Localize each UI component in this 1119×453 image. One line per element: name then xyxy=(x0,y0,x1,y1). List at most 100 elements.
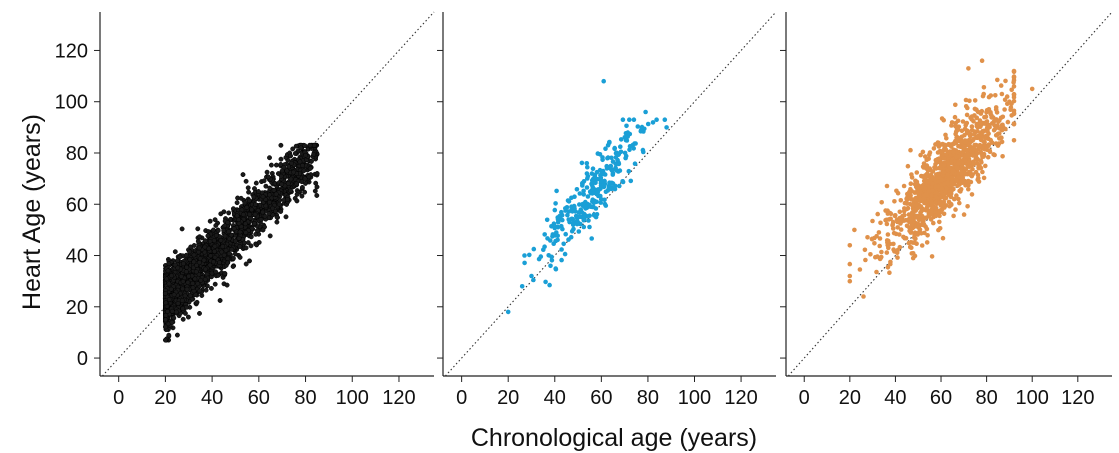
scatter-point xyxy=(592,198,597,204)
scatter-point xyxy=(939,177,945,182)
scatter-point xyxy=(594,190,600,196)
scatter-point xyxy=(919,243,925,248)
scatter-point xyxy=(577,210,583,215)
scatter-point xyxy=(998,83,1004,88)
scatter-point xyxy=(961,212,967,217)
scatter-point xyxy=(981,175,987,181)
y-tick-label: 80 xyxy=(66,143,88,165)
scatter-point xyxy=(983,135,988,141)
scatter-point xyxy=(231,226,237,232)
scatter-point xyxy=(203,287,209,293)
scatter-point xyxy=(953,154,959,160)
scatter-point xyxy=(603,189,609,195)
scatter-point xyxy=(221,227,227,233)
scatter-point xyxy=(604,163,609,169)
scatter-point xyxy=(877,236,883,241)
scatter-point xyxy=(256,239,262,245)
scatter-point xyxy=(955,166,961,171)
scatter-point xyxy=(605,155,611,160)
scatter-point xyxy=(953,120,958,126)
scatter-point xyxy=(196,245,202,251)
scatter-point xyxy=(314,193,320,198)
scatter-point xyxy=(955,183,960,189)
scatter-point xyxy=(261,178,267,184)
scatter-point xyxy=(912,253,918,259)
scatter-point xyxy=(937,209,943,215)
scatter-point xyxy=(197,310,202,316)
scatter-point xyxy=(240,172,246,178)
scatter-point xyxy=(307,142,313,148)
scatter-point xyxy=(977,144,983,150)
scatter-point xyxy=(552,207,558,213)
scatter-point xyxy=(933,213,938,218)
scatter-point xyxy=(202,238,208,244)
scatter-point xyxy=(225,260,231,266)
scatter-point xyxy=(273,162,279,168)
scatter-point xyxy=(215,272,221,278)
scatter-point xyxy=(975,133,981,139)
scatter-point xyxy=(307,165,313,171)
scatter-point xyxy=(194,299,200,305)
scatter-point xyxy=(279,181,285,187)
scatter-point xyxy=(969,192,975,197)
scatter-point xyxy=(242,200,248,206)
scatter-panel-2: 0 20 40 60 80 100 120 xyxy=(437,11,777,409)
scatter-point xyxy=(949,188,954,194)
scatter-point xyxy=(925,233,930,238)
scatter-point xyxy=(879,249,884,255)
scatter-point xyxy=(279,168,285,174)
scatter-point xyxy=(901,183,907,189)
scatter-point xyxy=(972,106,978,112)
y-tick-label: 60 xyxy=(66,194,88,216)
scatter-point xyxy=(978,158,984,163)
x-tick-label: 100 xyxy=(336,387,369,409)
scatter-point xyxy=(579,160,585,166)
scatter-point xyxy=(870,218,875,224)
scatter-point xyxy=(927,152,932,158)
scatter-point xyxy=(251,194,257,200)
scatter-point xyxy=(664,125,669,130)
scatter-point xyxy=(267,233,273,239)
x-tick-label: 120 xyxy=(1061,387,1094,409)
scatter-point xyxy=(847,243,853,248)
scatter-point xyxy=(561,241,566,247)
scatter-point xyxy=(971,132,977,137)
scatter-point xyxy=(197,234,203,240)
scatter-panels: 0 20 40 60 80 100 120 0 20 40 60 80 100 120 0 20 40 60 80 1… xyxy=(55,11,1113,409)
scatter-point xyxy=(981,85,987,90)
scatter-point xyxy=(252,211,258,217)
scatter-point xyxy=(951,213,956,219)
scatter-point xyxy=(876,230,882,235)
scatter-point xyxy=(226,251,232,256)
scatter-point xyxy=(631,117,637,122)
scatter-point xyxy=(587,213,592,218)
scatter-point xyxy=(1000,114,1006,120)
scatter-point xyxy=(586,218,591,223)
scatter-point xyxy=(603,146,608,151)
scatter-point xyxy=(887,270,892,276)
scatter-point xyxy=(929,254,935,259)
scatter-point xyxy=(260,209,266,215)
scatter-point xyxy=(587,224,592,230)
scatter-point xyxy=(956,161,962,166)
scatter-point xyxy=(966,183,971,188)
scatter-point xyxy=(566,217,571,222)
scatter-point xyxy=(906,240,912,246)
scatter-point xyxy=(988,93,994,98)
scatter-point xyxy=(874,269,879,275)
scatter-point xyxy=(1005,119,1011,125)
scatter-point xyxy=(236,235,242,241)
scatter-point xyxy=(921,207,927,212)
scatter-point xyxy=(981,153,987,159)
scatter-point xyxy=(623,137,629,143)
scatter-point xyxy=(902,212,907,218)
scatter-point xyxy=(632,161,638,166)
scatter-point xyxy=(543,279,548,285)
scatter-point xyxy=(311,151,317,157)
scatter-point xyxy=(1011,84,1017,89)
scatter-point xyxy=(936,227,941,233)
scatter-point xyxy=(554,188,559,194)
scatter-point xyxy=(907,225,912,230)
scatter-point xyxy=(190,280,196,286)
scatter-point xyxy=(627,117,632,122)
